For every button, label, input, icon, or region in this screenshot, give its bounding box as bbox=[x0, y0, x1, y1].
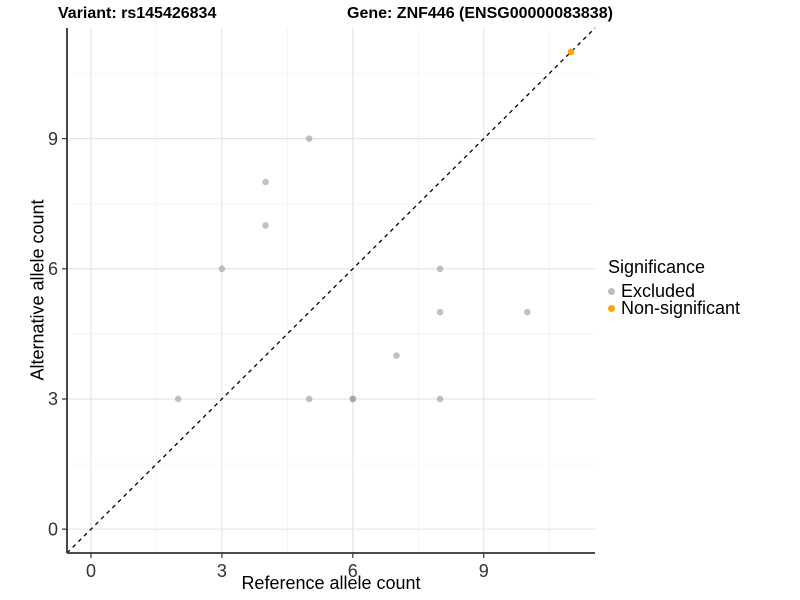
data-point-excluded bbox=[436, 265, 444, 273]
data-point-excluded bbox=[524, 308, 531, 316]
legend-dot-icon bbox=[608, 288, 615, 295]
y-tick-label: 9 bbox=[48, 129, 58, 149]
data-point-excluded bbox=[436, 308, 444, 316]
x-tick-label: 9 bbox=[479, 561, 489, 581]
variant-title: Variant: rs145426834 bbox=[58, 5, 217, 22]
legend-item-non-significant: Non-significant bbox=[608, 298, 741, 318]
legend-item-label: Excluded bbox=[621, 281, 696, 301]
data-point-excluded bbox=[262, 222, 269, 229]
x-tick-label: 6 bbox=[348, 561, 358, 581]
data-point-excluded bbox=[349, 395, 357, 403]
legend-dot-icon bbox=[608, 305, 615, 312]
gene-title: Gene: ZNF446 (ENSG00000083838) bbox=[347, 5, 613, 22]
legend-items: Excluded Non-significant bbox=[608, 281, 741, 318]
y-axis-title: Alternative allele count bbox=[27, 199, 48, 381]
data-point-excluded bbox=[305, 135, 313, 142]
data-point-non-significant bbox=[567, 48, 575, 56]
x-tick-label: 0 bbox=[86, 561, 96, 581]
data-point-excluded bbox=[174, 395, 182, 403]
x-tick-label: 3 bbox=[217, 561, 227, 581]
data-point-excluded bbox=[393, 352, 400, 359]
data-point-excluded bbox=[218, 265, 226, 273]
y-tick-label: 3 bbox=[48, 389, 58, 409]
x-axis-title: Reference allele count bbox=[241, 573, 421, 593]
legend: Significance Excluded Non-significant bbox=[608, 257, 741, 318]
data-point-excluded bbox=[436, 395, 444, 403]
y-tick-label: 6 bbox=[48, 259, 58, 279]
legend-item-excluded: Excluded bbox=[608, 281, 740, 301]
legend-title: Significance bbox=[608, 257, 706, 277]
data-point-excluded bbox=[305, 395, 313, 403]
data-point-excluded bbox=[262, 178, 269, 186]
legend-item-label: Non-significant bbox=[621, 298, 741, 318]
identity-line bbox=[66, 27, 596, 554]
y-tick-label: 0 bbox=[48, 519, 58, 539]
